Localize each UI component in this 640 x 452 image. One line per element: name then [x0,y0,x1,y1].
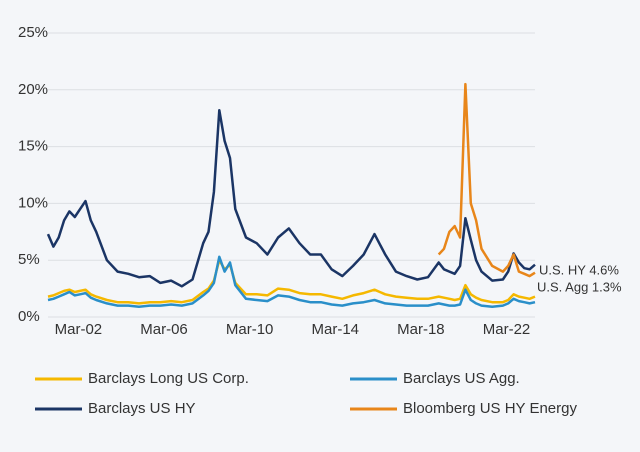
series-line [47,255,536,309]
y-tick-label: 0% [18,308,40,325]
series-line [437,82,536,278]
legend-label: Barclays US Agg. [403,370,520,387]
y-tick-label: 25% [18,24,48,41]
y-tick-label: 20% [18,81,48,98]
x-tick-label: Mar-22 [483,321,531,338]
annotation: U.S. Agg 1.3% [537,279,622,294]
legend-label: Barclays US HY [88,400,196,417]
x-tick-label: Mar-18 [397,321,445,338]
y-tick-label: 5% [18,251,40,268]
series-line [46,108,536,288]
y-tick-label: 10% [18,194,48,211]
x-tick-label: Mar-02 [55,321,103,338]
series-line [47,258,536,305]
x-tick-label: Mar-14 [312,321,360,338]
x-tick-label: Mar-06 [140,321,188,338]
legend-label: Bloomberg US HY Energy [403,400,577,417]
x-tick-label: Mar-10 [226,321,274,338]
annotation: U.S. HY 4.6% [539,262,619,277]
legend-label: Barclays Long US Corp. [88,370,249,387]
y-tick-label: 15% [18,138,48,155]
